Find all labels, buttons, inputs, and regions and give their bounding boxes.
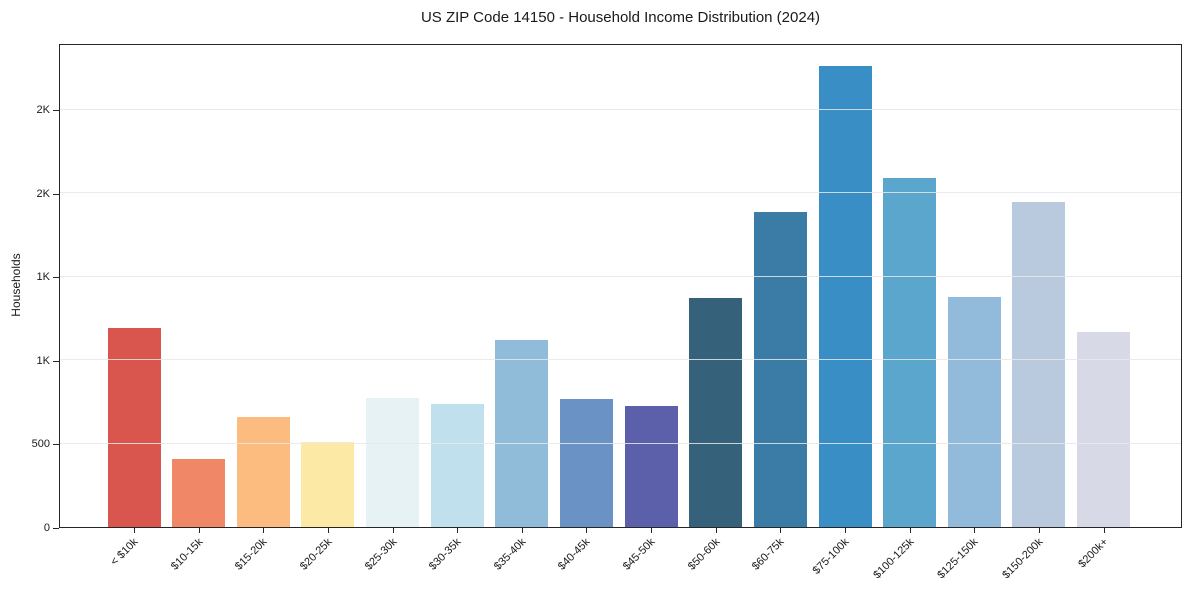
- bar-12: [818, 66, 872, 527]
- bar-13: [883, 178, 937, 527]
- x-tick-mark: [198, 528, 200, 533]
- bar-1: [107, 328, 161, 527]
- y-tick-label: 2K: [36, 104, 50, 117]
- gridline: [60, 108, 1181, 110]
- gridline: [60, 359, 1181, 361]
- bar-16: [1077, 331, 1131, 527]
- y-tick-mark: [53, 110, 59, 112]
- y-tick-label: 1K: [36, 271, 50, 284]
- bar-10: [689, 298, 743, 527]
- chart-title: US ZIP Code 14150 - Household Income Dis…: [420, 9, 821, 26]
- y-tick-mark: [53, 444, 59, 446]
- x-tick-mark: [263, 528, 265, 533]
- x-tick-mark: [845, 528, 847, 533]
- bar-6: [430, 403, 484, 527]
- bar-3: [236, 416, 290, 527]
- x-tick-mark: [909, 528, 911, 533]
- bar-15: [1012, 202, 1066, 527]
- bar-14: [947, 296, 1001, 527]
- x-tick-label: < $10k: [108, 536, 141, 569]
- bar-7: [495, 340, 549, 527]
- y-tick-label: 2K: [36, 187, 50, 200]
- x-tick-mark: [1103, 528, 1105, 533]
- bar-9: [624, 406, 678, 527]
- bar-5: [366, 397, 420, 527]
- y-tick-mark: [53, 277, 59, 279]
- bar-2: [172, 459, 226, 527]
- y-tick-label: 1K: [36, 354, 50, 367]
- x-tick-mark: [974, 528, 976, 533]
- y-axis-label: Households: [9, 253, 23, 317]
- x-tick-mark: [392, 528, 394, 533]
- x-tick-mark: [780, 528, 782, 533]
- bar-8: [559, 398, 613, 527]
- x-tick-mark: [327, 528, 329, 533]
- gridline: [60, 192, 1181, 194]
- plot-area: [59, 44, 1182, 528]
- x-tick-mark: [1038, 528, 1040, 533]
- bar-11: [753, 211, 807, 527]
- gridline: [60, 275, 1181, 277]
- y-tick-mark: [53, 193, 59, 195]
- x-tick-mark: [586, 528, 588, 533]
- y-tick-label: 0: [43, 521, 50, 534]
- x-tick-mark: [457, 528, 459, 533]
- y-tick-label: 500: [31, 438, 50, 451]
- x-tick-mark: [134, 528, 135, 533]
- gridline: [60, 442, 1181, 444]
- x-tick-mark: [651, 528, 653, 533]
- bar-4: [301, 441, 355, 527]
- x-tick-mark: [521, 528, 523, 533]
- y-tick-mark: [53, 360, 59, 362]
- x-tick-mark: [715, 528, 717, 533]
- y-tick-mark: [53, 527, 59, 529]
